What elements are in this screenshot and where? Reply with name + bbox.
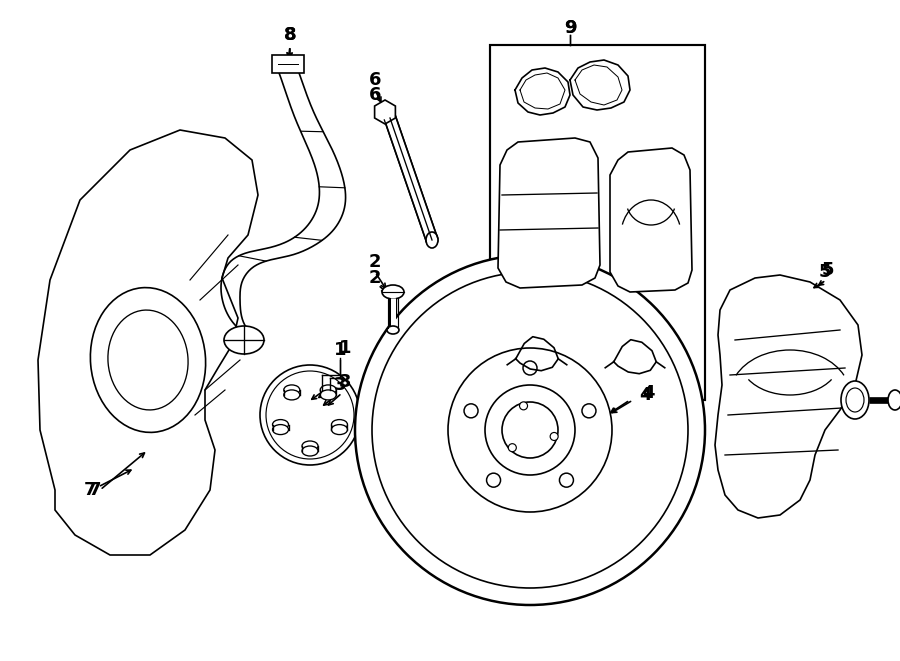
Circle shape (502, 402, 558, 458)
Circle shape (487, 473, 500, 487)
Ellipse shape (331, 420, 347, 430)
Bar (272, 55, 304, 73)
Polygon shape (715, 275, 862, 518)
Text: 3: 3 (338, 373, 351, 391)
Ellipse shape (273, 424, 289, 434)
Text: 6: 6 (369, 71, 382, 89)
Ellipse shape (273, 420, 289, 430)
Text: 7: 7 (89, 481, 101, 499)
Polygon shape (498, 138, 600, 288)
Text: 6: 6 (369, 86, 382, 104)
Text: 1: 1 (338, 339, 351, 357)
Ellipse shape (320, 385, 337, 395)
Ellipse shape (224, 326, 264, 354)
Circle shape (560, 473, 573, 487)
Bar (490, 45, 705, 400)
Circle shape (519, 402, 527, 410)
Circle shape (550, 432, 558, 440)
Text: 4: 4 (639, 386, 652, 404)
Ellipse shape (841, 381, 869, 419)
Text: 8: 8 (284, 26, 296, 44)
Circle shape (523, 361, 537, 375)
Ellipse shape (284, 390, 300, 400)
Circle shape (508, 444, 517, 451)
Ellipse shape (331, 424, 347, 434)
Ellipse shape (302, 446, 318, 456)
Polygon shape (374, 100, 395, 124)
Text: 7: 7 (84, 481, 96, 499)
Circle shape (260, 365, 360, 465)
Text: 9: 9 (563, 19, 576, 37)
Ellipse shape (382, 285, 404, 299)
Polygon shape (610, 148, 692, 292)
Ellipse shape (302, 441, 318, 451)
Text: 1: 1 (334, 341, 346, 359)
Text: 5: 5 (819, 263, 832, 281)
Text: 9: 9 (563, 19, 576, 37)
Ellipse shape (426, 232, 438, 248)
Text: 8: 8 (284, 26, 296, 44)
Ellipse shape (387, 326, 399, 334)
Text: 2: 2 (369, 269, 382, 287)
Circle shape (582, 404, 596, 418)
Text: 2: 2 (369, 253, 382, 271)
Circle shape (485, 385, 575, 475)
Ellipse shape (320, 390, 337, 400)
Text: 3: 3 (334, 376, 346, 394)
Ellipse shape (888, 390, 900, 410)
Text: 5: 5 (822, 261, 834, 279)
Circle shape (355, 255, 705, 605)
Circle shape (464, 404, 478, 418)
Text: 4: 4 (642, 384, 654, 402)
Ellipse shape (284, 385, 300, 395)
